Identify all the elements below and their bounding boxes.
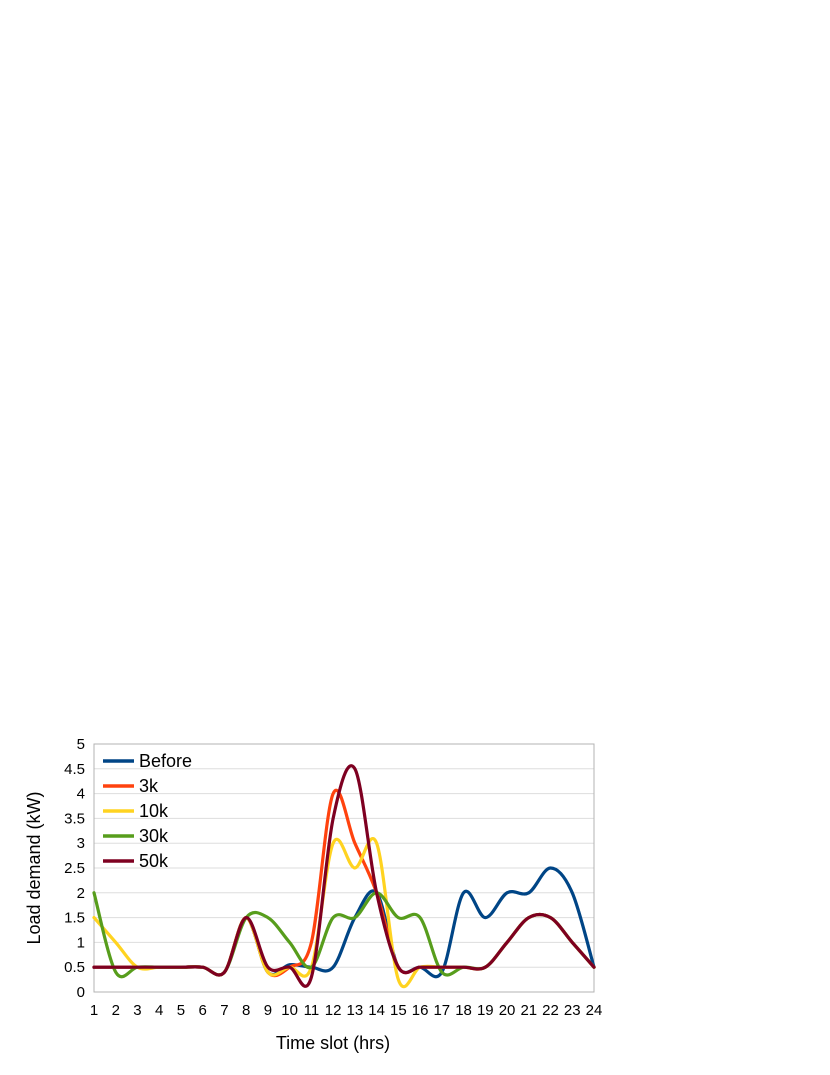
x-tick-label: 4 (155, 1002, 163, 1019)
x-axis-title: Time slot (hrs) (276, 1033, 390, 1053)
legend-label-10k: 10k (139, 801, 169, 821)
x-tick-label: 24 (586, 1002, 603, 1019)
y-axis-tick-labels: 0 0.5 1 1.5 2 2.5 3 3.5 4 4.5 5 (64, 736, 85, 1001)
plot-area-border (93, 743, 595, 993)
y-tick-label: 4.5 (64, 761, 85, 778)
y-tick-label: 0 (77, 984, 85, 1001)
x-tick-label: 11 (304, 1002, 320, 1019)
x-tick-label: 15 (390, 1002, 407, 1019)
legend-label-3k: 3k (139, 776, 159, 796)
x-tick-label: 19 (477, 1002, 494, 1019)
x-axis-tick-labels: 1 2 3 4 5 6 7 8 9 10 11 12 13 14 15 16 17 18 19 20 21 22 23 24 (90, 1002, 603, 1019)
y-tick-label: 3 (77, 835, 85, 852)
y-tick-label: 0.5 (64, 959, 85, 976)
x-tick-label: 21 (520, 1002, 537, 1019)
x-tick-label: 2 (112, 1002, 120, 1019)
x-tick-label: 14 (368, 1002, 385, 1019)
x-tick-label: 9 (264, 1002, 272, 1019)
x-tick-label: 18 (455, 1002, 472, 1019)
series-line-30k (92, 891, 596, 979)
series-lines (92, 764, 596, 989)
x-tick-label: 8 (242, 1002, 250, 1019)
y-tick-label: 2 (77, 885, 85, 902)
y-tick-label: 3.5 (64, 810, 85, 827)
series-line-10k (92, 837, 596, 989)
series-line-before (92, 866, 596, 979)
y-tick-label: 2.5 (64, 860, 85, 877)
x-tick-label: 1 (90, 1002, 98, 1019)
x-tick-label: 3 (133, 1002, 141, 1019)
x-tick-label: 12 (325, 1002, 342, 1019)
x-tick-label: 6 (199, 1002, 207, 1019)
legend-label-50k: 50k (139, 851, 169, 871)
y-tick-label: 5 (77, 736, 85, 753)
gridlines (94, 743, 594, 993)
legend-label-30k: 30k (139, 826, 169, 846)
x-tick-label: 17 (433, 1002, 450, 1019)
legend-label-before: Before (139, 751, 192, 771)
legend: Before 3k 10k 30k 50k (103, 751, 192, 871)
series-line-50k (92, 764, 596, 988)
x-tick-label: 23 (564, 1002, 581, 1019)
y-tick-label: 4 (77, 786, 85, 803)
x-tick-label: 5 (177, 1002, 185, 1019)
x-tick-label: 7 (220, 1002, 228, 1019)
x-tick-label: 22 (542, 1002, 559, 1019)
y-tick-label: 1 (77, 934, 85, 951)
x-tick-label: 16 (412, 1002, 429, 1019)
x-tick-label: 13 (347, 1002, 364, 1019)
x-tick-label: 20 (499, 1002, 516, 1019)
y-axis-title: Load demand (kW) (24, 791, 44, 944)
x-tick-label: 10 (281, 1002, 298, 1019)
y-tick-label: 1.5 (64, 910, 85, 927)
